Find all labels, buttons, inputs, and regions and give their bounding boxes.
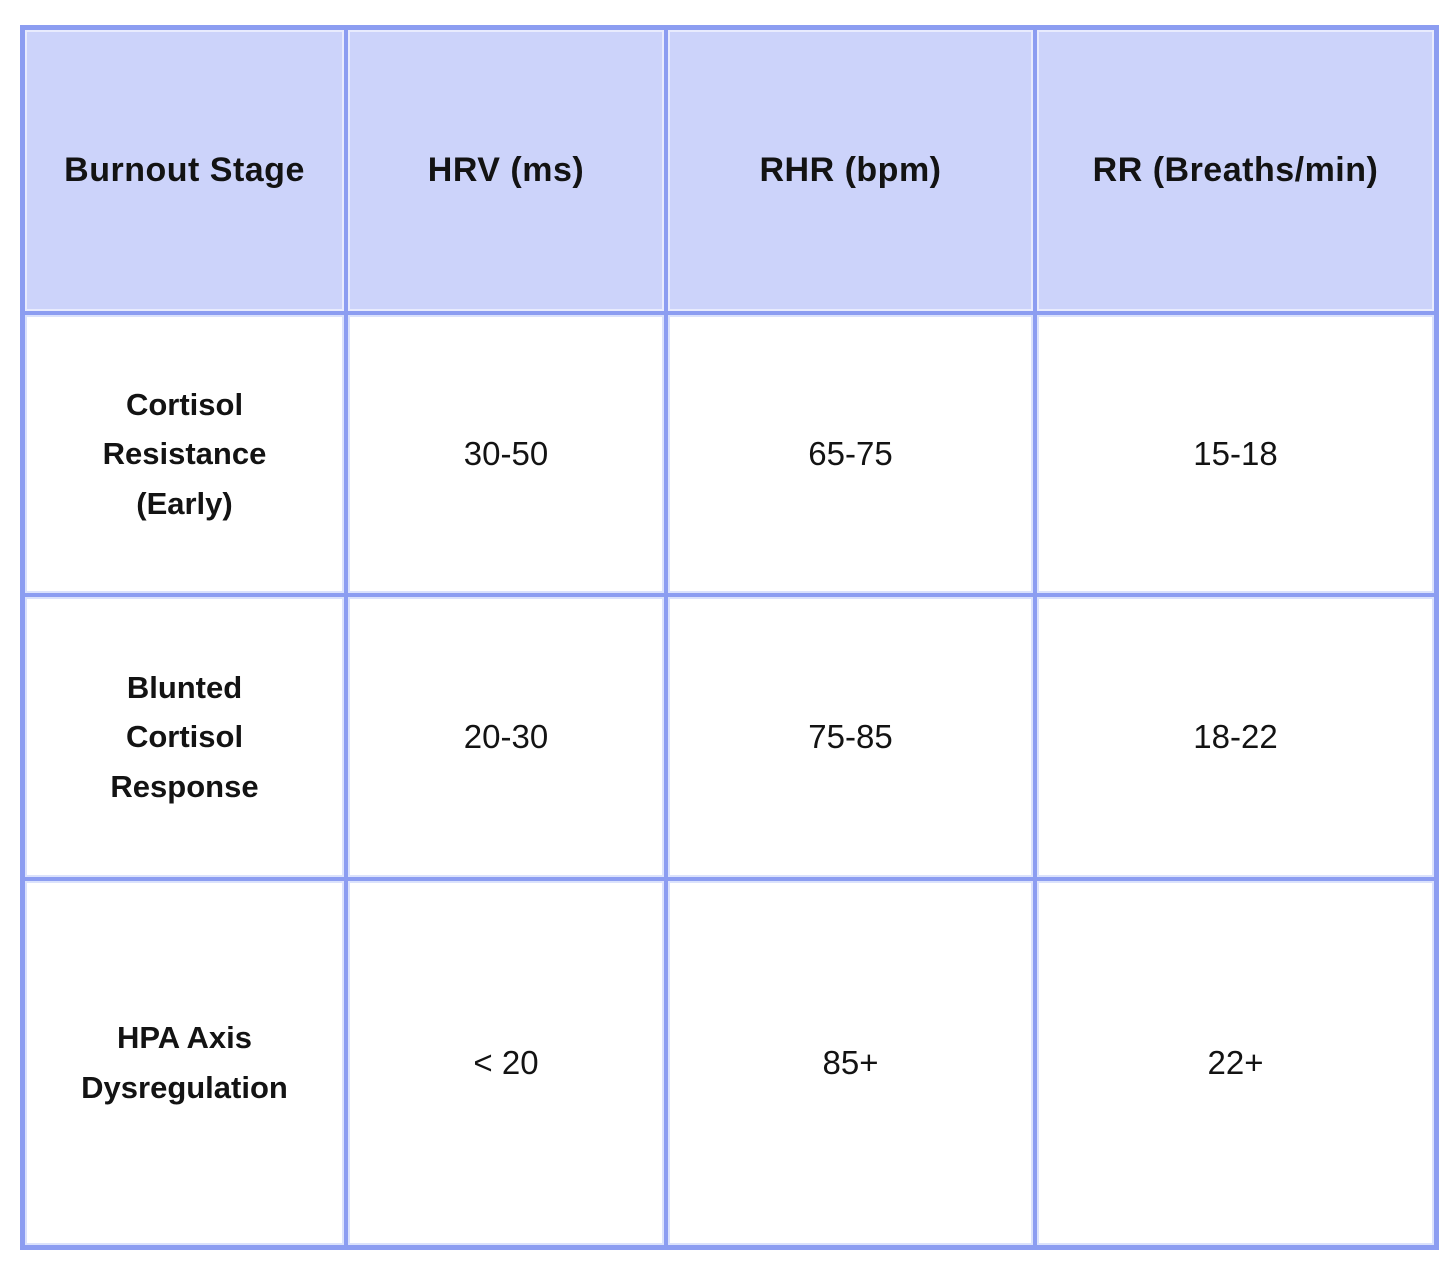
row2-stage-label: Blunted Cortisol Response [25,597,348,881]
burnout-stage-vitals-table: Burnout Stage HRV (ms) RHR (bpm) RR (Bre… [20,25,1439,1250]
column-header-hrv: HRV (ms) [348,30,668,315]
row3-rr-value: 22+ [1037,881,1434,1245]
column-header-rhr: RHR (bpm) [668,30,1037,315]
row2-rhr-value: 75-85 [668,597,1037,881]
row2-rr-value: 18-22 [1037,597,1434,881]
row1-hrv-value: 30-50 [348,315,668,597]
row2-hrv-value: 20-30 [348,597,668,881]
row1-rhr-value: 65-75 [668,315,1037,597]
row1-stage-label: Cortisol Resistance (Early) [25,315,348,597]
column-header-burnout-stage: Burnout Stage [25,30,348,315]
row3-hrv-value: < 20 [348,881,668,1245]
row3-rhr-value: 85+ [668,881,1037,1245]
row1-rr-value: 15-18 [1037,315,1434,597]
row3-stage-label: HPA Axis Dysregulation [25,881,348,1245]
column-header-rr: RR (Breaths/min) [1037,30,1434,315]
